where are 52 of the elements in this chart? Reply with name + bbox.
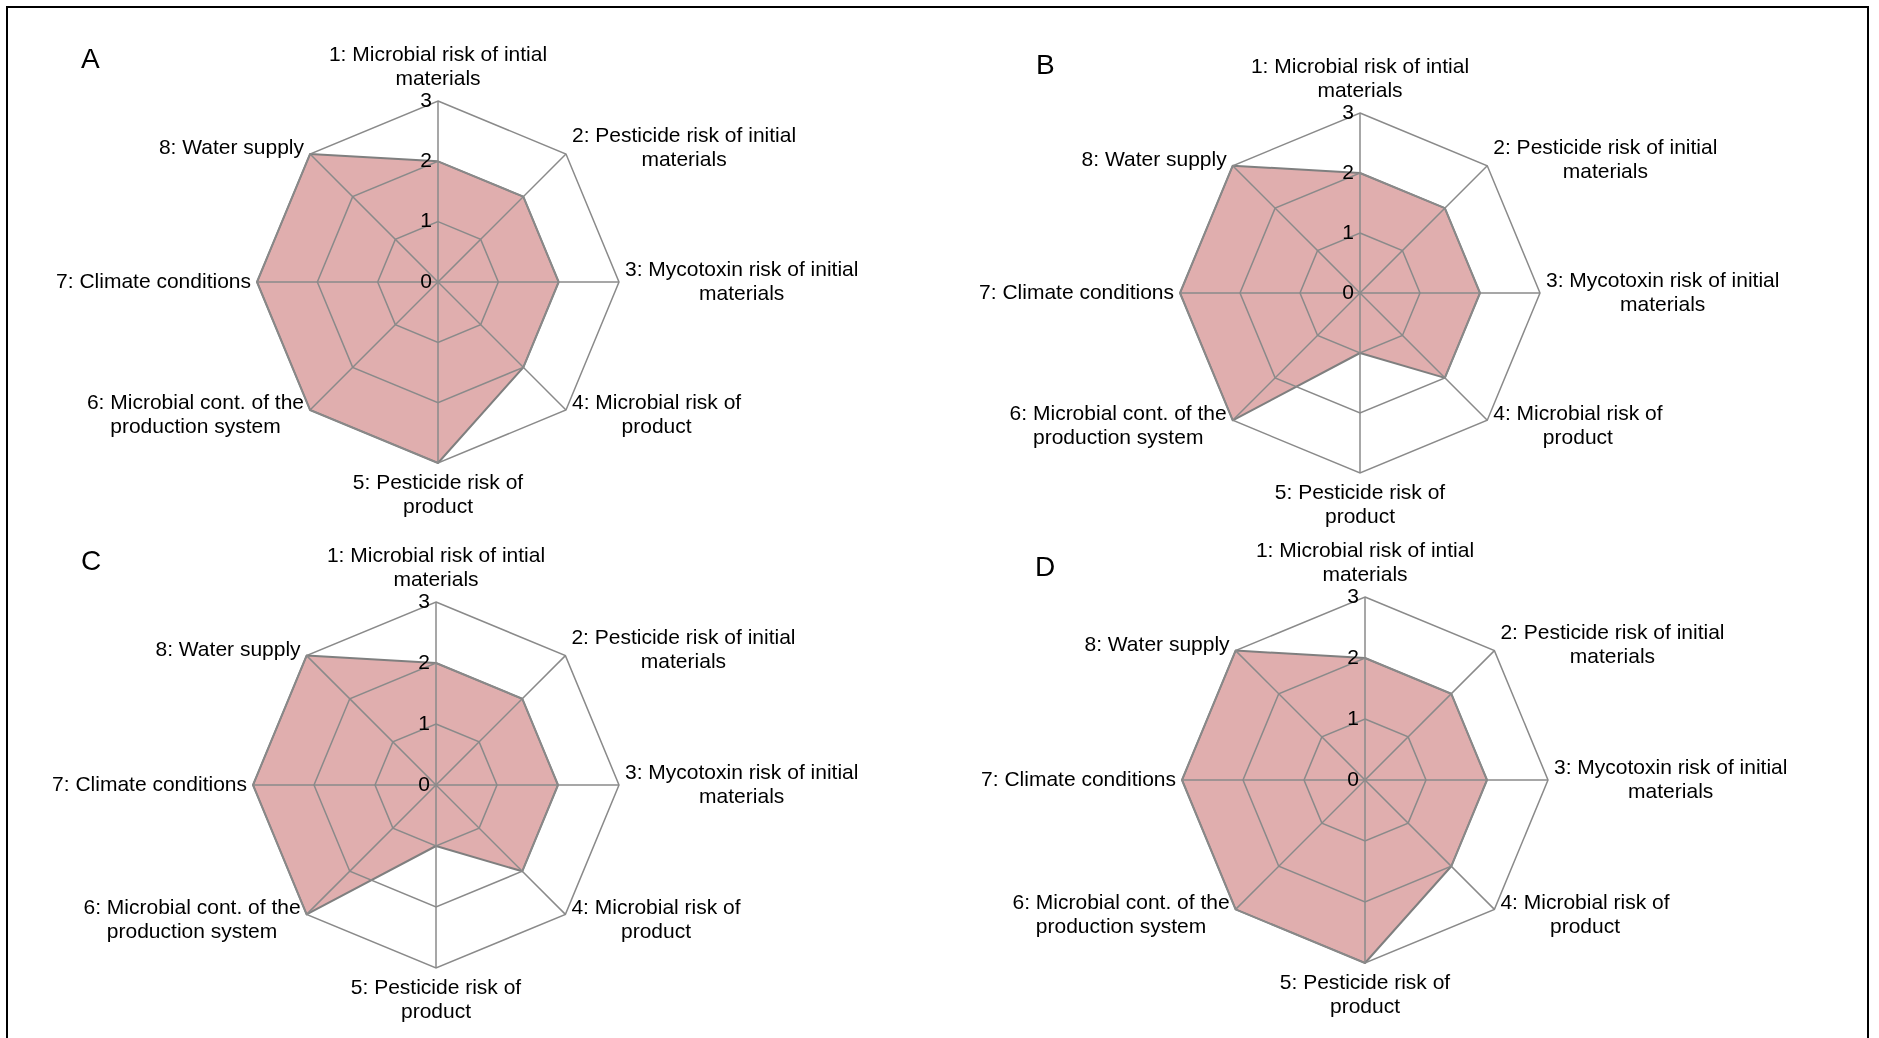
spoke-label: 2: Pesticide risk of initial materials: [571, 624, 796, 672]
y-tick-label: 1: [1347, 705, 1359, 729]
spoke-label: 5: Pesticide risk of product: [352, 469, 524, 517]
spoke-label: 4: Microbial risk of product: [571, 894, 741, 942]
y-tick-label: 3: [1342, 99, 1354, 123]
spoke-label: 8: Water supply: [1081, 146, 1228, 170]
spoke-label: 1: Microbial risk of intial materials: [1250, 53, 1470, 101]
spoke-label: 6: Microbial cont. of the production system: [1009, 400, 1227, 448]
y-tick-label: 1: [418, 710, 430, 734]
spoke-label: 1: Microbial risk of intial materials: [328, 41, 548, 89]
spoke-label: 4: Microbial risk of product: [571, 390, 742, 438]
y-tick-label: 0: [1347, 766, 1359, 790]
chart-title: B: [1036, 49, 1055, 80]
spoke-label: 3: Mycotoxin risk of initial materials: [1545, 267, 1780, 315]
spoke-label: 7: Climate conditions: [981, 766, 1177, 790]
spoke-label: 2: Pesticide risk of initial materials: [571, 123, 797, 171]
y-tick-label: 2: [418, 649, 430, 673]
y-tick-label: 1: [1342, 219, 1354, 243]
spoke-label: 1: Microbial risk of intial materials: [1255, 537, 1475, 585]
spoke-label: 8: Water supply: [158, 135, 305, 159]
y-tick-label: 0: [418, 771, 430, 795]
spoke-label: 7: Climate conditions: [56, 268, 252, 292]
y-tick-label: 0: [1342, 279, 1354, 303]
chart-title: D: [1035, 551, 1056, 582]
chart-title: C: [81, 545, 102, 576]
spoke-label: 1: Microbial risk of intial materials: [326, 542, 546, 590]
spoke-label: 5: Pesticide risk of product: [1279, 969, 1451, 1017]
spoke-label: 5: Pesticide risk of product: [350, 974, 522, 1022]
y-tick-label: 0: [420, 268, 432, 292]
spoke-label: 8: Water supply: [155, 636, 302, 660]
spoke-label: 7: Climate conditions: [52, 771, 248, 795]
spoke-label: 4: Microbial risk of product: [1493, 400, 1663, 448]
spoke-label: 3: Mycotoxin risk of initial materials: [624, 759, 859, 807]
spoke-label: 2: Pesticide risk of initial materials: [1500, 619, 1725, 667]
chart-title: A: [81, 43, 100, 74]
y-tick-label: 3: [418, 588, 430, 612]
y-tick-label: 2: [420, 148, 432, 172]
spoke-label: 6: Microbial cont. of the production system: [86, 390, 305, 438]
y-tick-label: 1: [420, 208, 432, 232]
y-tick-label: 3: [420, 87, 432, 111]
spoke-label: 4: Microbial risk of product: [1500, 889, 1670, 937]
spoke-label: 3: Mycotoxin risk of initial materials: [1553, 754, 1788, 802]
spoke-label: 2: Pesticide risk of initial materials: [1493, 134, 1718, 182]
y-tick-label: 2: [1342, 159, 1354, 183]
y-tick-label: 3: [1347, 583, 1359, 607]
spoke-label: 5: Pesticide risk of product: [1274, 479, 1446, 527]
spoke-label: 7: Climate conditions: [979, 279, 1175, 303]
spoke-label: 6: Microbial cont. of the production system: [1012, 889, 1230, 937]
spoke-label: 6: Microbial cont. of the production system: [83, 894, 301, 942]
spoke-label: 3: Mycotoxin risk of initial materials: [624, 256, 859, 304]
y-tick-label: 2: [1347, 644, 1359, 668]
spoke-label: 8: Water supply: [1084, 631, 1231, 655]
